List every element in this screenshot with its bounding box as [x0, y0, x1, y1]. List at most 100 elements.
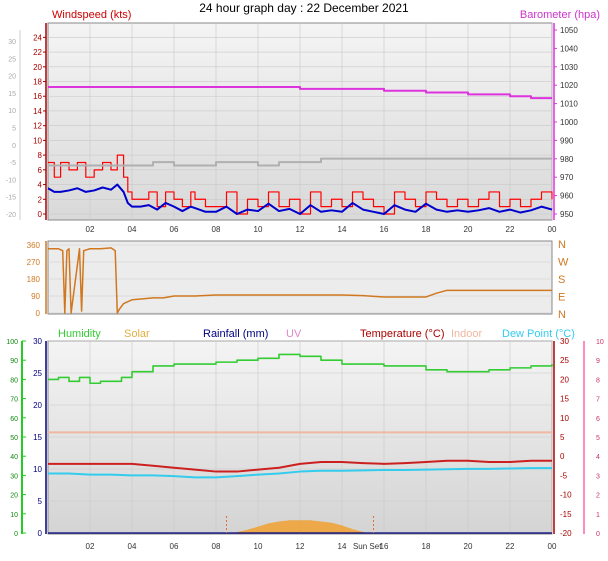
humidity-tick-label: 20 [10, 493, 18, 500]
temp-tick-label: -5 [560, 471, 568, 480]
page-title: 24 hour graph day : 22 December 2021 [199, 1, 409, 15]
uv-tick-label: 0 [596, 531, 600, 538]
outer-tick-label: 30 [8, 39, 16, 46]
x-tick-label: 16 [380, 225, 389, 234]
baro-tick-label: 1030 [560, 63, 578, 72]
baro-tick-label: 1010 [560, 100, 578, 109]
wind-tick-label: 10 [33, 136, 42, 145]
humidity-tick-label: 90 [10, 358, 18, 365]
wind-tick-label: 16 [33, 92, 42, 101]
outer-tick-label: -10 [6, 177, 16, 184]
direction-tick-label: 360 [27, 241, 41, 250]
wind-tick-label: 20 [33, 63, 42, 72]
direction-tick-label: 0 [36, 309, 41, 318]
outer-tick-label: -20 [6, 212, 16, 219]
legend-windspeed: Windspeed (kts) [52, 9, 131, 21]
direction-tick-label: 180 [27, 275, 41, 284]
rain-tick-label: 10 [33, 465, 42, 474]
rain-tick-label: 30 [33, 337, 42, 346]
compass-tick-label: N [558, 309, 566, 321]
humidity-tick-label: 30 [10, 473, 18, 480]
temp-tick-label: 10 [560, 414, 569, 423]
direction-tick-label: 270 [27, 258, 41, 267]
uv-tick-label: 4 [596, 454, 600, 461]
wind-tick-label: 8 [38, 151, 43, 160]
x-tick-label: 12 [296, 542, 305, 551]
humidity-tick-label: 100 [6, 339, 18, 346]
humidity-tick-label: 0 [14, 531, 18, 538]
wind-tick-label: 24 [33, 33, 42, 42]
x-tick-label: 10 [254, 225, 263, 234]
x-tick-label: 02 [86, 542, 95, 551]
outer-tick-label: -15 [6, 195, 16, 202]
compass-tick-label: N [558, 239, 566, 251]
x-tick-label: 18 [422, 225, 431, 234]
baro-tick-label: 1020 [560, 81, 578, 90]
uv-tick-label: 10 [596, 339, 604, 346]
wind-tick-label: 0 [38, 210, 43, 219]
x-tick-label: 20 [464, 225, 473, 234]
compass-tick-label: E [558, 292, 565, 304]
uv-tick-label: 1 [596, 512, 600, 519]
rain-tick-label: 5 [38, 497, 43, 506]
uv-tick-label: 8 [596, 377, 600, 384]
rain-tick-label: 25 [33, 369, 42, 378]
barometer-series-line [48, 86, 552, 100]
outer-tick-label: 25 [8, 56, 16, 63]
temp-tick-label: -15 [560, 510, 572, 519]
temp-tick-label: 20 [560, 375, 569, 384]
temp-tick-label: -20 [560, 529, 572, 538]
legend-dew-point: Dew Point (°C) [502, 328, 575, 340]
baro-tick-label: 960 [560, 192, 574, 201]
temp-tick-label: -10 [560, 491, 572, 500]
humidity-tick-label: 70 [10, 397, 18, 404]
uv-tick-label: 5 [596, 435, 600, 442]
outer-tick-label: 0 [12, 143, 16, 150]
x-tick-label: 14 [338, 225, 347, 234]
uv-tick-label: 9 [596, 358, 600, 365]
gust-series-line [48, 154, 553, 215]
solar-series-area [232, 520, 368, 533]
uv-tick-label: 7 [596, 397, 600, 404]
legend-temperature: Temperature (°C) [360, 328, 444, 340]
uv-tick-label: 2 [596, 493, 600, 500]
compass-tick-label: W [558, 257, 569, 269]
x-tick-label: 04 [128, 542, 137, 551]
legend-barometer: Barometer (hpa) [520, 9, 600, 21]
temp-tick-label: 25 [560, 356, 569, 365]
x-tick-label: Sun Set [353, 542, 382, 551]
temp-tick-label: 30 [560, 337, 569, 346]
x-tick-label: 20 [464, 542, 473, 551]
dew-point-series-line [48, 467, 552, 479]
legend-humidity: Humidity [58, 328, 101, 340]
humidity-tick-label: 10 [10, 512, 18, 519]
wind-tick-label: 22 [33, 48, 42, 57]
wind-tick-label: 14 [33, 107, 42, 116]
baro-tick-label: 980 [560, 155, 574, 164]
wind-tick-label: 2 [38, 195, 43, 204]
panel-direction-background [47, 240, 553, 315]
outer-tick-label: 15 [8, 91, 16, 98]
wind-average-series-line [47, 183, 553, 215]
temp-tick-label: 5 [560, 433, 565, 442]
baro-tick-label: 1000 [560, 118, 578, 127]
temp-tick-label: 0 [560, 452, 565, 461]
uv-tick-label: 6 [596, 416, 600, 423]
wind-tick-label: 6 [38, 166, 43, 175]
humidity-tick-label: 80 [10, 377, 18, 384]
rain-tick-label: 15 [33, 433, 42, 442]
uv-tick-label: 3 [596, 473, 600, 480]
x-tick-label: 18 [422, 542, 431, 551]
rain-tick-label: 20 [33, 401, 42, 410]
baro-tick-label: 1050 [560, 26, 578, 35]
baro-tick-label: 970 [560, 173, 574, 182]
baro-tick-label: 950 [560, 210, 574, 219]
temp-tick-label: 15 [560, 395, 569, 404]
x-tick-label: 22 [506, 225, 515, 234]
temperature-series-line [48, 459, 552, 473]
